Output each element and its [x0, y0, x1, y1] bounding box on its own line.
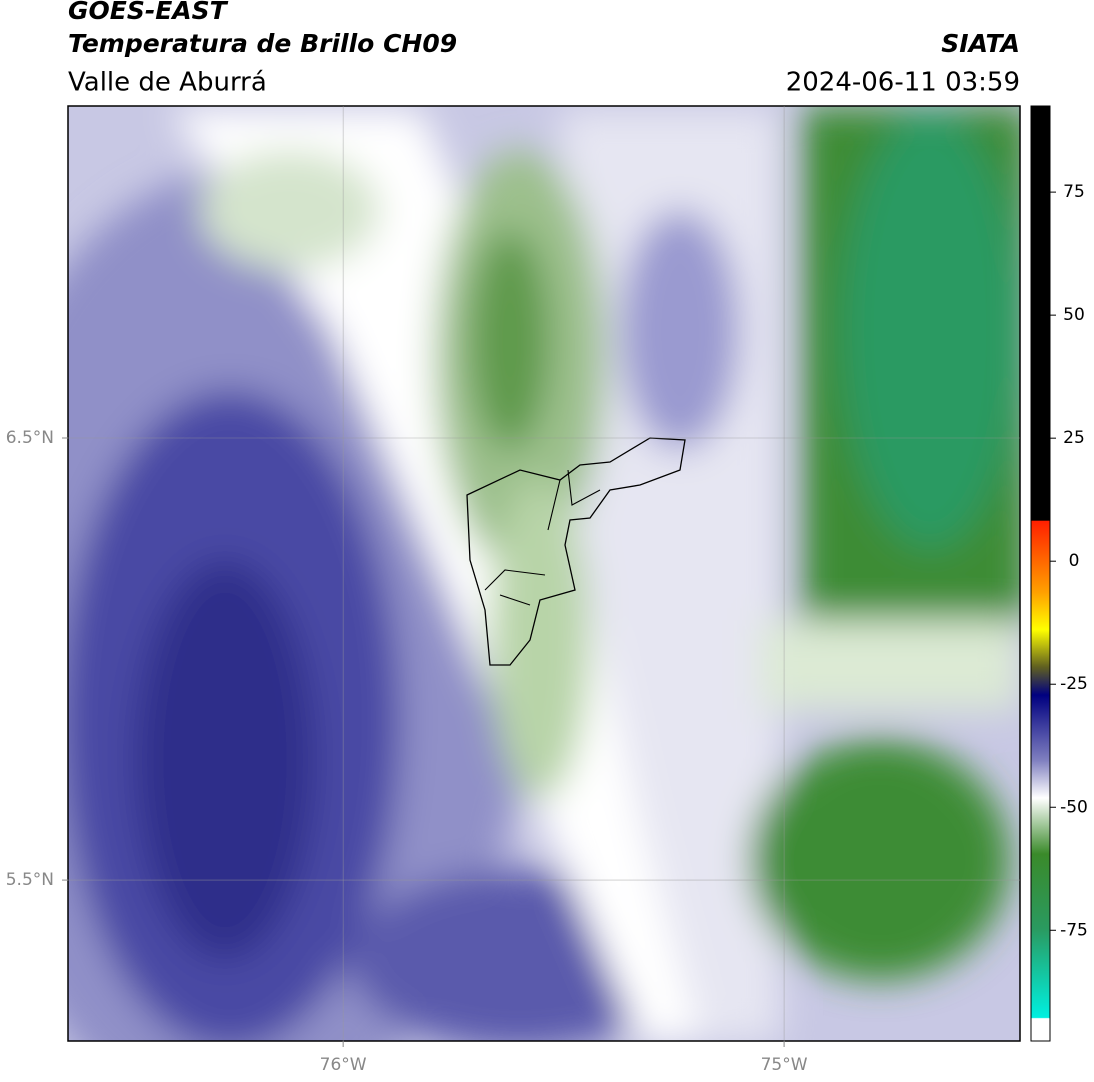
- region: Valle de Aburrá: [68, 68, 267, 98]
- colorbar-tick-label: 75: [1063, 182, 1085, 202]
- colorbar-tick-label: 25: [1063, 428, 1085, 448]
- colorbar-tick-label: -25: [1060, 674, 1088, 694]
- timestamp: 2024-06-11 03:59: [786, 68, 1020, 98]
- colorbar-tick-label: -75: [1060, 920, 1088, 940]
- y-tick-label: 5.5°N: [6, 870, 54, 890]
- colorbar: [1030, 105, 1051, 1042]
- colorbar-tick-label: 50: [1063, 305, 1085, 325]
- map-image: [68, 106, 1020, 1041]
- title: GOES-EAST: [68, 0, 229, 25]
- subtitle: Temperatura de Brillo CH09: [68, 29, 457, 58]
- y-tick-label: 6.5°N: [6, 428, 54, 448]
- colorbar-tick-label: 0: [1069, 551, 1080, 571]
- map-frame: [67, 105, 1021, 1042]
- source: SIATA: [941, 29, 1020, 58]
- x-tick-label: 76°W: [320, 1055, 367, 1075]
- colorbar-tick-label: -50: [1060, 797, 1088, 817]
- x-tick-label: 75°W: [761, 1055, 808, 1075]
